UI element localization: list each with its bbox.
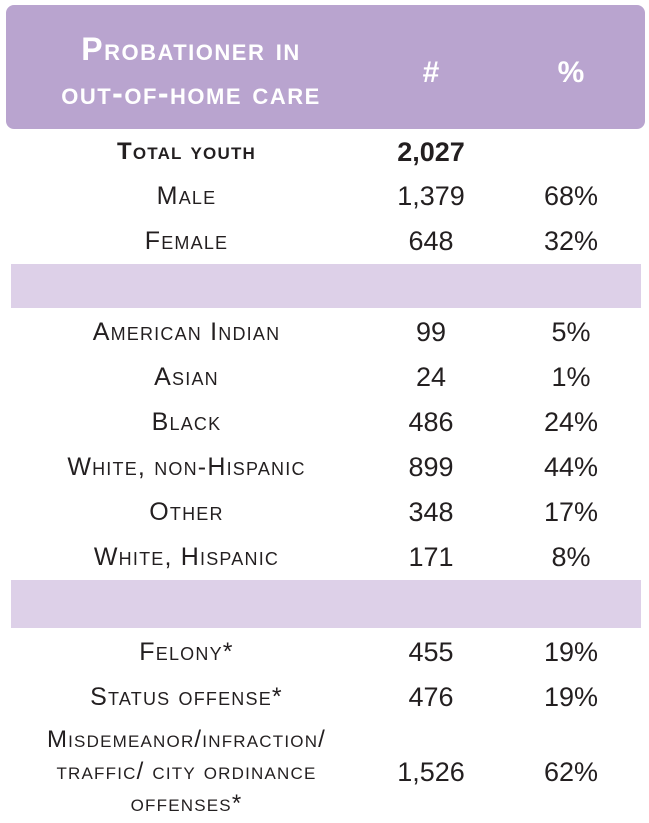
row-label: White, non-Hispanic bbox=[67, 452, 306, 481]
row-label: White, Hispanic bbox=[93, 542, 280, 571]
row-label-line-1: Misdemeanor/infraction/ bbox=[46, 726, 327, 753]
row-percent: 24% bbox=[543, 406, 599, 437]
row-percent bbox=[511, 130, 631, 174]
header-percent-column: % bbox=[557, 56, 585, 89]
row-count: 1,379 bbox=[397, 180, 465, 211]
row-count: 171 bbox=[408, 541, 454, 572]
table-row-misdemeanor: Misdemeanor/infraction/ traffic/ city or… bbox=[0, 724, 649, 820]
table-row-felony: Felony* 455 19% bbox=[0, 630, 649, 674]
row-count: 455 bbox=[408, 636, 454, 667]
table-row-asian: Asian 24 1% bbox=[0, 355, 649, 399]
table-row-status-offense: Status offense* 476 19% bbox=[0, 675, 649, 719]
row-percent: 32% bbox=[543, 225, 599, 256]
row-label: Female bbox=[144, 226, 229, 255]
row-percent: 1% bbox=[551, 361, 591, 392]
row-count: 348 bbox=[408, 496, 454, 527]
row-label: Total youth bbox=[116, 138, 257, 165]
row-count: 1,526 bbox=[397, 756, 465, 787]
table-row-black: Black 486 24% bbox=[0, 400, 649, 444]
table-row-other: Other 348 17% bbox=[0, 490, 649, 534]
row-label: American Indian bbox=[92, 317, 281, 346]
table-row-female: Female 648 32% bbox=[0, 219, 649, 263]
row-label-line-3: offenses* bbox=[130, 790, 243, 817]
table-row-white-hispanic: White, Hispanic 171 8% bbox=[0, 535, 649, 579]
row-percent: 19% bbox=[543, 681, 599, 712]
row-count: 486 bbox=[408, 406, 454, 437]
row-count: 899 bbox=[408, 451, 454, 482]
row-count: 99 bbox=[415, 316, 447, 347]
row-count: 24 bbox=[415, 361, 447, 392]
header-count-column: # bbox=[422, 56, 440, 89]
section-divider-band bbox=[11, 580, 641, 628]
row-percent: 8% bbox=[551, 541, 591, 572]
row-count: 2,027 bbox=[397, 136, 465, 167]
row-label: Black bbox=[151, 407, 222, 436]
table-row-male: Male 1,379 68% bbox=[0, 174, 649, 218]
row-label: Misdemeanor/infraction/ traffic/ city or… bbox=[0, 724, 373, 820]
table-header: Probationer in out-of-home care # % bbox=[6, 5, 645, 129]
row-percent: 17% bbox=[543, 496, 599, 527]
row-percent: 68% bbox=[543, 180, 599, 211]
row-percent: 62% bbox=[543, 756, 599, 787]
row-label: Felony* bbox=[139, 637, 234, 666]
row-percent: 5% bbox=[551, 316, 591, 347]
row-label: Male bbox=[156, 181, 217, 210]
row-label: Status offense* bbox=[90, 682, 283, 711]
table-row-total-youth: Total youth 2,027 bbox=[0, 130, 649, 174]
row-label: Other bbox=[149, 497, 224, 526]
header-title-line-1: Probationer in bbox=[81, 31, 301, 67]
row-percent: 44% bbox=[543, 451, 599, 482]
header-title-line-2: out-of-home care bbox=[61, 75, 321, 111]
row-count: 648 bbox=[408, 225, 454, 256]
table-row-american-indian: American Indian 99 5% bbox=[0, 310, 649, 354]
row-label-line-2: traffic/ city ordinance bbox=[56, 758, 317, 785]
row-percent: 19% bbox=[543, 636, 599, 667]
table-row-white-non-hispanic: White, non-Hispanic 899 44% bbox=[0, 445, 649, 489]
row-count: 476 bbox=[408, 681, 454, 712]
row-label: Asian bbox=[154, 362, 219, 391]
section-divider-band bbox=[11, 264, 641, 308]
